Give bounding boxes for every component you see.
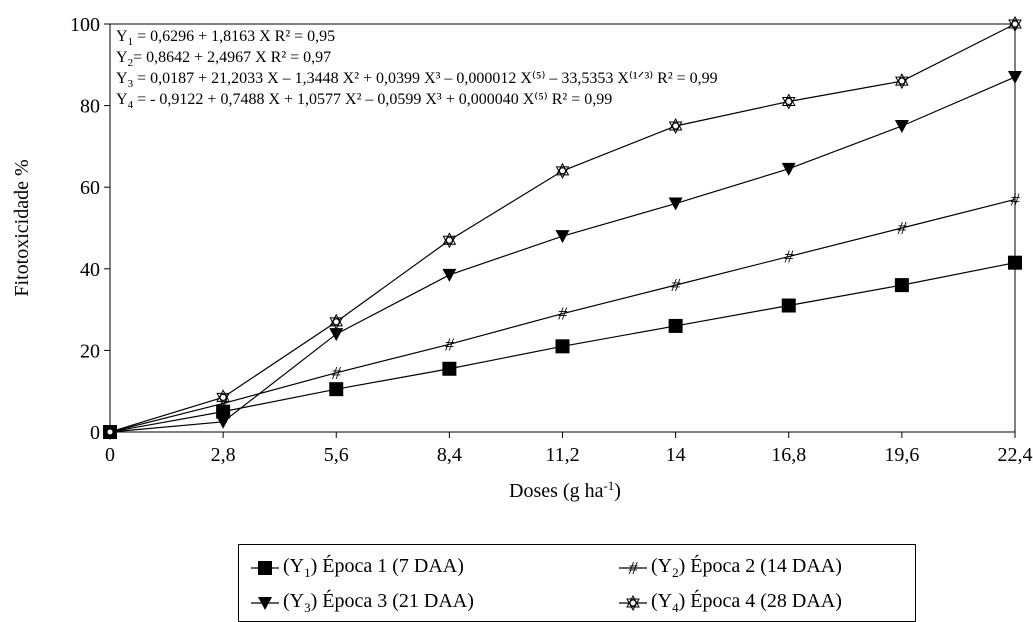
- square-marker-icon: [251, 561, 279, 575]
- data-point-y3: [216, 415, 231, 429]
- axes: [104, 23, 1016, 438]
- data-point-y1: [894, 278, 909, 293]
- y-tick-label: 40: [80, 259, 100, 281]
- data-point-y3: [781, 162, 796, 176]
- x-tick-label: 19,6: [884, 444, 919, 466]
- series-lines: #########: [103, 15, 1022, 442]
- data-point-y4: [555, 162, 570, 179]
- series-y4: [103, 15, 1022, 441]
- data-point-y4: [668, 117, 683, 135]
- data-point-y2: #: [1011, 189, 1021, 209]
- legend-item-y3: (Y3) Época 3 (21 DAA): [249, 588, 474, 618]
- data-point-y1: [781, 298, 796, 313]
- data-point-y2: #: [332, 363, 342, 383]
- svg-text:#: #: [671, 275, 681, 295]
- equation-y2: Y2= 0,8642 + 2,4967 X R² = 0,97: [116, 49, 331, 69]
- svg-text:#: #: [1011, 189, 1021, 209]
- svg-text:#: #: [445, 334, 455, 354]
- data-point-y4: [329, 313, 344, 330]
- data-point-y3: [668, 197, 683, 211]
- legend-item-y4: (Y4) Época 4 (28 DAA): [617, 588, 842, 618]
- hash-marker-icon: #: [619, 558, 647, 578]
- data-point-y4: [216, 389, 230, 406]
- triangle-down-marker-icon: [251, 597, 279, 610]
- legend-item-y1: (Y1) Época 1 (7 DAA): [249, 553, 464, 583]
- y-axis-title: Fitotoxicidade %: [11, 159, 33, 296]
- x-axis-title: Doses (g ha-1): [509, 478, 621, 502]
- svg-text:#: #: [784, 247, 794, 267]
- data-point-y4: [442, 232, 457, 249]
- data-point-y4: [895, 73, 909, 90]
- data-point-y3: [442, 268, 457, 282]
- equation-y4: Y4 = - 0,9122 + 0,7488 X + 1,0577 X² – 0…: [116, 91, 612, 111]
- svg-text:#: #: [332, 363, 342, 383]
- svg-text:#: #: [558, 304, 568, 324]
- x-tick-label: 8,4: [437, 444, 462, 466]
- y-tick-label: 20: [80, 340, 100, 362]
- series-y1: [103, 255, 1022, 439]
- x-tick-label: 22,4: [998, 444, 1033, 466]
- data-point-y3: [894, 120, 909, 133]
- legend: (Y1) Época 1 (7 DAA) # (Y2) Época 2 (14 …: [238, 544, 916, 622]
- data-point-y4: [103, 423, 117, 441]
- data-point-y3: [1008, 71, 1022, 85]
- svg-text:#: #: [897, 218, 907, 238]
- data-point-y1: [1008, 255, 1022, 270]
- data-point-y4: [1008, 15, 1022, 33]
- equation-y3: Y3 = 0,0187 + 21,2033 X – 1,3448 X² + 0,…: [116, 70, 718, 90]
- x-tick-label: 11,2: [545, 444, 579, 466]
- y-tick-label: 100: [70, 14, 100, 36]
- line-chart: 0 20 40 60 80 100 0 2,8 5,6 8,4 11,2 14 16,8 19,6 22,4…: [11, 14, 1033, 502]
- x-tick-label: 0: [105, 444, 115, 466]
- svg-text:#: #: [629, 558, 639, 578]
- data-point-y1: [555, 339, 570, 354]
- data-point-y4: [781, 93, 796, 110]
- legend-item-y2: # (Y2) Época 2 (14 DAA): [617, 553, 842, 583]
- legend-marker: [626, 594, 640, 612]
- x-tick-label: 16,8: [771, 444, 806, 466]
- y-tick-label: 60: [80, 177, 100, 199]
- data-point-y2: #: [897, 218, 907, 238]
- series-line-y3: [109, 76, 1016, 433]
- x-tick-label: 5,6: [324, 444, 349, 466]
- data-point-y2: #: [558, 304, 568, 324]
- data-point-y1: [442, 361, 457, 376]
- legend-marker: [258, 597, 272, 610]
- x-tick-label: 14: [666, 444, 686, 466]
- data-point-y2: #: [445, 334, 455, 354]
- equation-y1: Y1 = 0,6296 + 1,8163 X R² = 0,95: [116, 28, 335, 48]
- legend-marker: #: [629, 558, 639, 578]
- legend-marker: [258, 561, 272, 575]
- data-point-y2: #: [784, 247, 794, 267]
- star-marker-icon: [619, 594, 647, 612]
- data-point-y3: [555, 230, 570, 244]
- data-point-y1: [216, 404, 231, 419]
- data-point-y1: [329, 382, 344, 397]
- data-point-y1: [668, 318, 683, 333]
- data-point-y2: #: [671, 275, 681, 295]
- x-tick-label: 2,8: [211, 444, 236, 466]
- data-point-y3: [329, 328, 344, 342]
- y-tick-label: 0: [90, 422, 100, 444]
- series-y3: [103, 71, 1022, 439]
- y-tick-label: 80: [80, 96, 100, 118]
- series-y2: #########: [106, 189, 1021, 442]
- tick-labels: 0 20 40 60 80 100 0 2,8 5,6 8,4 11,2 14 16,8 19,6 22,4: [70, 14, 1033, 466]
